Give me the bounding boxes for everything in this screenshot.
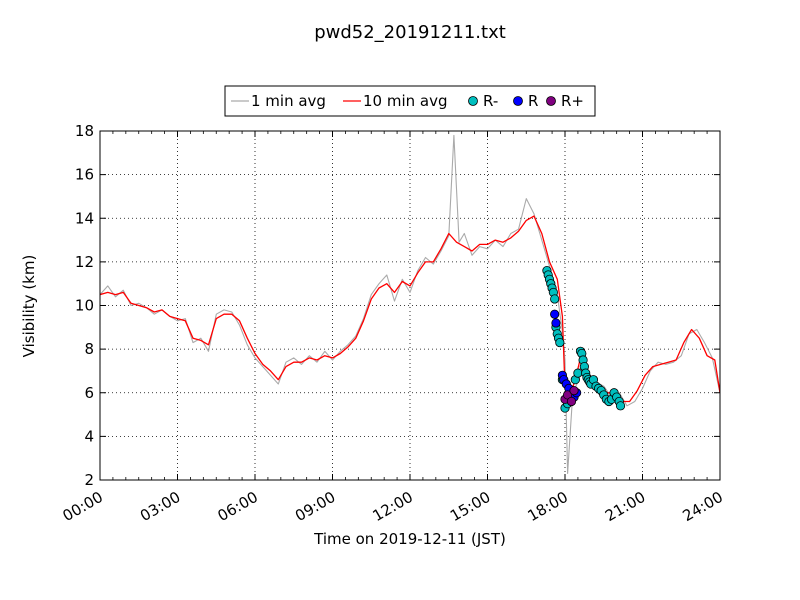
x-tick-label: 06:00	[215, 488, 261, 525]
legend-label-1-min-avg: 1 min avg	[251, 92, 326, 110]
scatter-point-r-	[566, 396, 577, 407]
x-tick-label: 12:00	[370, 488, 416, 525]
x-tick-label: 21:00	[602, 488, 648, 525]
x-tick-label: 15:00	[447, 488, 493, 525]
x-tick-label: 09:00	[292, 488, 338, 525]
y-axis-label: Visibility (km)	[20, 255, 38, 358]
x-tick-label: 03:00	[137, 488, 183, 525]
legend-swatch-r-	[546, 96, 556, 106]
legend-swatch-r-	[468, 96, 478, 106]
y-tick-label: 4	[84, 427, 94, 445]
scatter-point-r-	[550, 294, 560, 304]
legend-label-r-: R-	[483, 92, 498, 110]
legend-swatch-r	[513, 96, 523, 106]
legend-label-10-min-avg: 10 min avg	[363, 92, 448, 110]
y-tick-label: 10	[75, 297, 94, 315]
legend: 1 min avg 10 min avg R- R R+	[224, 85, 596, 117]
x-tick-label: 18:00	[525, 488, 571, 525]
scatter-point-r	[550, 309, 560, 319]
y-tick-label: 12	[75, 253, 94, 271]
scatter-point-r-	[555, 337, 565, 348]
y-tick-label: 6	[84, 384, 94, 402]
legend-label-r: R	[528, 92, 538, 110]
x-axis-label: Time on 2019-12-11 (JST)	[313, 530, 506, 548]
y-tick-label: 18	[75, 122, 94, 140]
legend-box	[224, 85, 596, 117]
x-tick-label: 00:00	[60, 488, 106, 525]
chart-title: pwd52_20191211.txt	[314, 22, 506, 43]
y-tick-label: 14	[75, 209, 94, 227]
scatter-point-r-	[569, 385, 579, 396]
scatter-point-r-	[573, 368, 583, 378]
y-tick-label: 8	[84, 340, 94, 358]
series-layer	[100, 134, 720, 475]
scatter-point-r	[551, 318, 561, 328]
x-tick-label: 24:00	[680, 488, 726, 525]
y-tick-label: 2	[84, 471, 94, 489]
legend-label-r-: R+	[561, 92, 584, 110]
y-tick-label: 16	[75, 166, 94, 184]
scatter-point-r-	[615, 401, 626, 411]
